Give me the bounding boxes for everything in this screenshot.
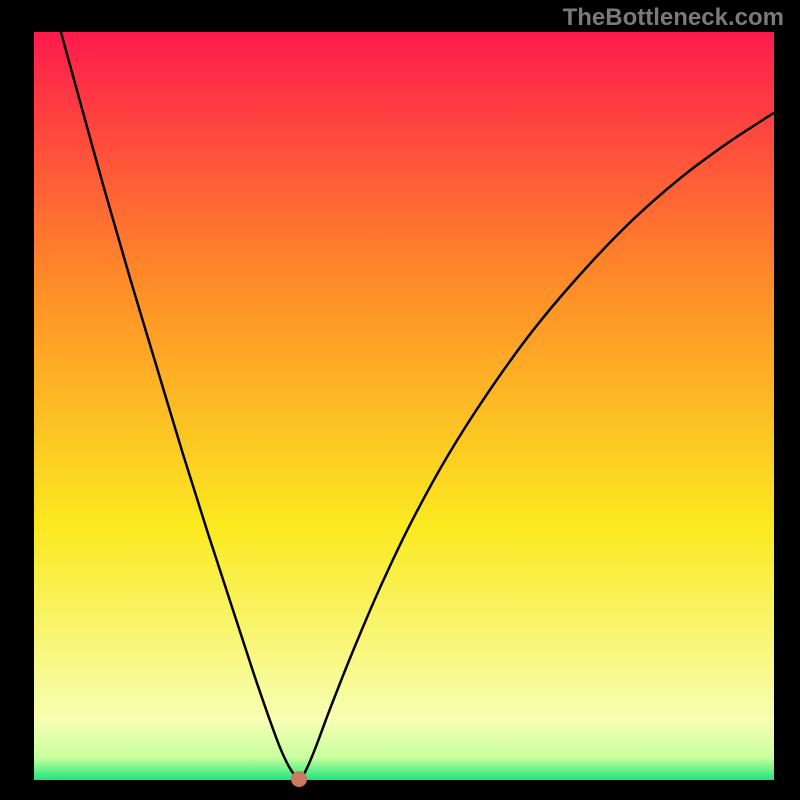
chart-container: TheBottleneck.com xyxy=(0,0,800,800)
watermark-text: TheBottleneck.com xyxy=(563,4,784,32)
optimal-point-marker xyxy=(291,771,307,787)
plot-gradient-background xyxy=(34,32,774,780)
